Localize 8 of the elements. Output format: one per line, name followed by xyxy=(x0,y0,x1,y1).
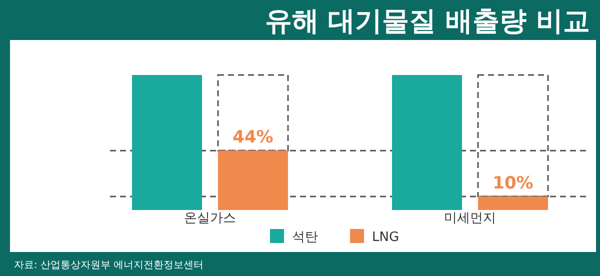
legend-label: 석탄 xyxy=(292,230,318,245)
data-label: 44% xyxy=(232,128,274,148)
chart-title: 유해 대기물질 배출량 비교 xyxy=(264,6,590,37)
text: 자료: 산업통상자원부 에너지전환정보센터 xyxy=(14,260,204,271)
data-label: 10% xyxy=(492,174,534,194)
x-tick-label: 미세먼지 xyxy=(444,211,496,226)
legend-label: LNG xyxy=(372,230,400,245)
x-tick-label: 온실가스 xyxy=(184,211,236,226)
